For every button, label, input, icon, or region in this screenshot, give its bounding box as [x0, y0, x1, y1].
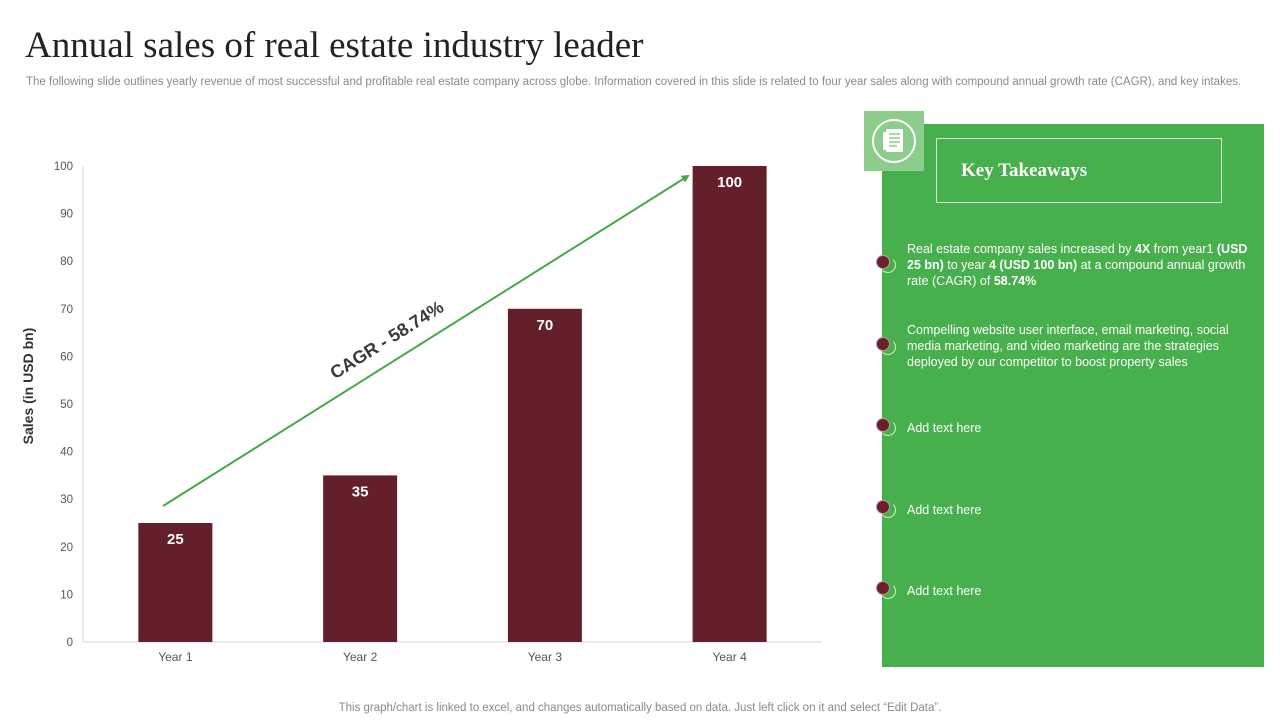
y-tick-label: 90 [60, 209, 73, 221]
takeaway-item-3: Add text here [907, 421, 982, 435]
page-title: Annual sales of real estate industry lea… [25, 25, 644, 66]
bar-data-label: 70 [537, 317, 554, 334]
bar-year-3 [507, 308, 582, 642]
x-tick-label: Year 2 [343, 650, 378, 664]
x-tick-label: Year 3 [528, 650, 563, 664]
bar-data-label: 35 [352, 483, 369, 500]
takeaways-heading-box: Key Takeaways [936, 138, 1222, 203]
bullet-arc [880, 502, 896, 518]
y-axis-label: Sales (in USD bn) [20, 328, 36, 445]
bullet-arc [880, 339, 896, 355]
x-axis-ticks: Year 1 Year 2 Year 3 Year 4 [158, 650, 747, 664]
y-tick-label: 40 [60, 447, 73, 459]
bar-data-label: 25 [167, 531, 184, 548]
y-tick-label: 50 [60, 399, 73, 411]
y-tick-label: 0 [67, 637, 73, 649]
page-subtitle: The following slide outlines yearly reve… [26, 76, 1242, 88]
y-tick-label: 80 [60, 256, 73, 268]
y-tick-label: 100 [54, 161, 73, 173]
y-tick-label: 10 [60, 589, 73, 601]
x-tick-label: Year 1 [158, 650, 193, 664]
document-list-icon [872, 119, 916, 163]
bullet-dot [876, 581, 890, 595]
bar-year-2 [323, 475, 398, 642]
takeaways-heading: Key Takeaways [961, 160, 1088, 181]
y-tick-label: 60 [60, 351, 73, 363]
bullet-arc [880, 583, 896, 599]
bar-year-4 [692, 166, 767, 642]
bullet-dot [876, 255, 890, 269]
bar-data-label: 100 [717, 174, 742, 191]
bullet-arc [880, 420, 896, 436]
takeaway-item-1: Real estate company sales increased by 4… [907, 242, 1248, 288]
y-axis-ticks: 0 10 20 30 40 50 60 70 80 90 100 [54, 161, 73, 649]
takeaway-item-2: Compelling website user interface, email… [907, 323, 1229, 369]
bar-year-1 [138, 523, 213, 642]
bullet-dot [876, 500, 890, 514]
takeaways-icon-box [864, 111, 924, 171]
takeaways-panel [882, 124, 1264, 667]
bars-group: 25 35 70 100 [138, 166, 767, 642]
takeaway-item-5: Add text here [907, 584, 982, 598]
y-tick-label: 20 [60, 542, 73, 554]
bullet-arc [880, 257, 896, 273]
x-tick-label: Year 4 [712, 650, 747, 664]
y-tick-label: 70 [60, 304, 73, 316]
cagr-arrow [162, 174, 690, 507]
takeaway-item-4: Add text here [907, 503, 982, 517]
footer-note: This graph/chart is linked to excel, and… [338, 702, 942, 714]
bullet-dot [876, 337, 890, 351]
bullet-dot [876, 418, 890, 432]
y-tick-label: 30 [60, 494, 73, 506]
